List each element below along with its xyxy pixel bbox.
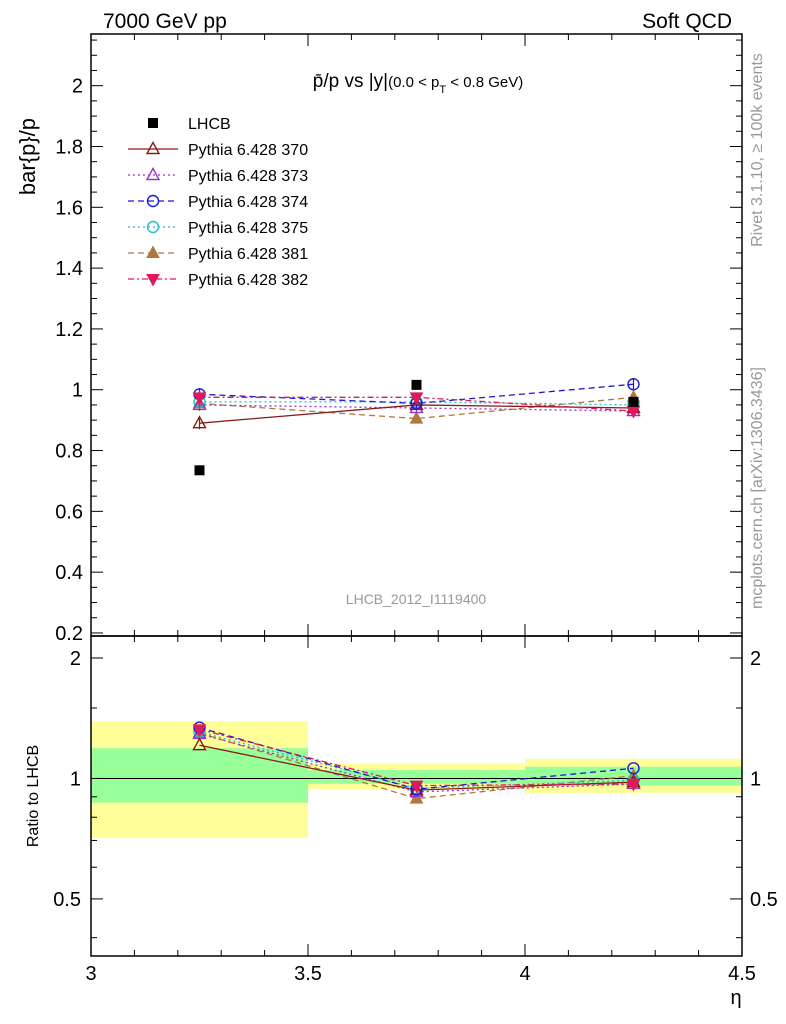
legend-375-label: Pythia 6.428 375: [188, 220, 308, 237]
series-374-ratio-point: [627, 762, 640, 775]
legend-381-label: Pythia 6.428 381: [188, 246, 308, 263]
y-tick-label: 2: [72, 76, 83, 98]
y-tick-label: 0.2: [55, 623, 83, 645]
ratio-y-tick-label-left: 0.5: [53, 889, 81, 911]
chart-title-main: p̄/p vs |y|: [313, 71, 388, 92]
legend-370-marker: [145, 141, 161, 155]
legend-marker-lhcb: [148, 118, 158, 128]
legend-373-label: Pythia 6.428 373: [188, 168, 308, 185]
analysis-id: LHCB_2012_I1119400: [346, 591, 487, 607]
series-373-line: [199, 404, 634, 412]
series-373-point: [409, 400, 424, 414]
ratio-y-tick-label-left: 2: [70, 648, 81, 670]
series-382-ratio-point: [626, 778, 641, 792]
series-370-ratio-point: [192, 737, 207, 751]
data-point-lhcb: [628, 396, 639, 407]
ratio-y-tick-label-right: 2: [750, 648, 761, 670]
header-right: Soft QCD: [642, 10, 732, 33]
legend-382-label: Pythia 6.428 382: [188, 272, 308, 289]
legend-382-marker: [146, 274, 160, 287]
series-373-ratio-point: [409, 784, 424, 798]
y-axis-label: bar{p}/p: [15, 118, 40, 195]
ratio-band-inner: [91, 748, 308, 803]
y-tick-label: 1: [72, 380, 83, 402]
ratio-y-tick-label-right: 1: [750, 768, 761, 790]
x-axis-label: η: [730, 987, 741, 1009]
ratio-y-axis-label: Ratio to LHCB: [25, 745, 42, 847]
series-381-ratio-point: [409, 791, 424, 804]
y-tick-label: 1.6: [55, 197, 83, 219]
data-point-lhcb: [411, 379, 422, 390]
y-tick-label: 0.8: [55, 441, 83, 463]
series-382-point: [409, 392, 424, 405]
y-tick-label: 1.4: [55, 258, 83, 280]
legend-381-marker: [146, 245, 160, 258]
series-382-ratio-point: [192, 724, 207, 737]
legend-374-marker: [146, 194, 160, 208]
series-373-point: [192, 396, 207, 411]
series-381-point: [409, 411, 424, 424]
y-tick-label: 1.2: [55, 319, 83, 341]
legend-374-label: Pythia 6.428 374: [188, 194, 308, 211]
side-text-top: Rivet 3.1.10, ≥ 100k events: [749, 53, 766, 247]
x-tick-label: 4: [519, 963, 530, 985]
side-text-bottom: mcplots.cern.ch [arXiv:1306.3436]: [749, 367, 766, 609]
series-370-point: [192, 415, 207, 429]
y-tick-label: 1.8: [55, 136, 83, 158]
x-tick-label: 4.5: [728, 963, 756, 985]
y-tick-label: 0.6: [55, 501, 83, 523]
legend-373-marker: [145, 167, 161, 181]
ratio-y-tick-label-right: 0.5: [750, 889, 778, 911]
legend-370-label: Pythia 6.428 370: [188, 142, 308, 159]
x-tick-label: 3.5: [294, 963, 322, 985]
chart-title: p̄/p vs |y|(0.0 < pT < 0.8 GeV): [313, 71, 524, 96]
ratio-frame: [90, 635, 743, 957]
series-382-ratio-point: [409, 780, 424, 794]
legend-375-marker: [146, 220, 160, 234]
data-point-lhcb: [194, 465, 205, 476]
series-382-line: [199, 396, 634, 412]
series-374-point: [627, 378, 640, 391]
legend-label-lhcb: LHCB: [188, 116, 231, 133]
chart-title-cut-sub: T: [439, 84, 446, 96]
series-381-ratio-line: [199, 732, 634, 800]
header-left: 7000 GeV pp: [103, 10, 227, 33]
x-tick-label: 3: [85, 963, 96, 985]
y-tick-label: 0.4: [55, 562, 83, 584]
chart-title-cut: (0.0 < p: [388, 74, 439, 91]
chart-title-cut-end: < 0.8 GeV): [446, 74, 523, 91]
ratio-y-tick-label-left: 1: [70, 768, 81, 790]
series-382-point: [192, 392, 207, 405]
ratio-band-inner: [308, 769, 525, 784]
